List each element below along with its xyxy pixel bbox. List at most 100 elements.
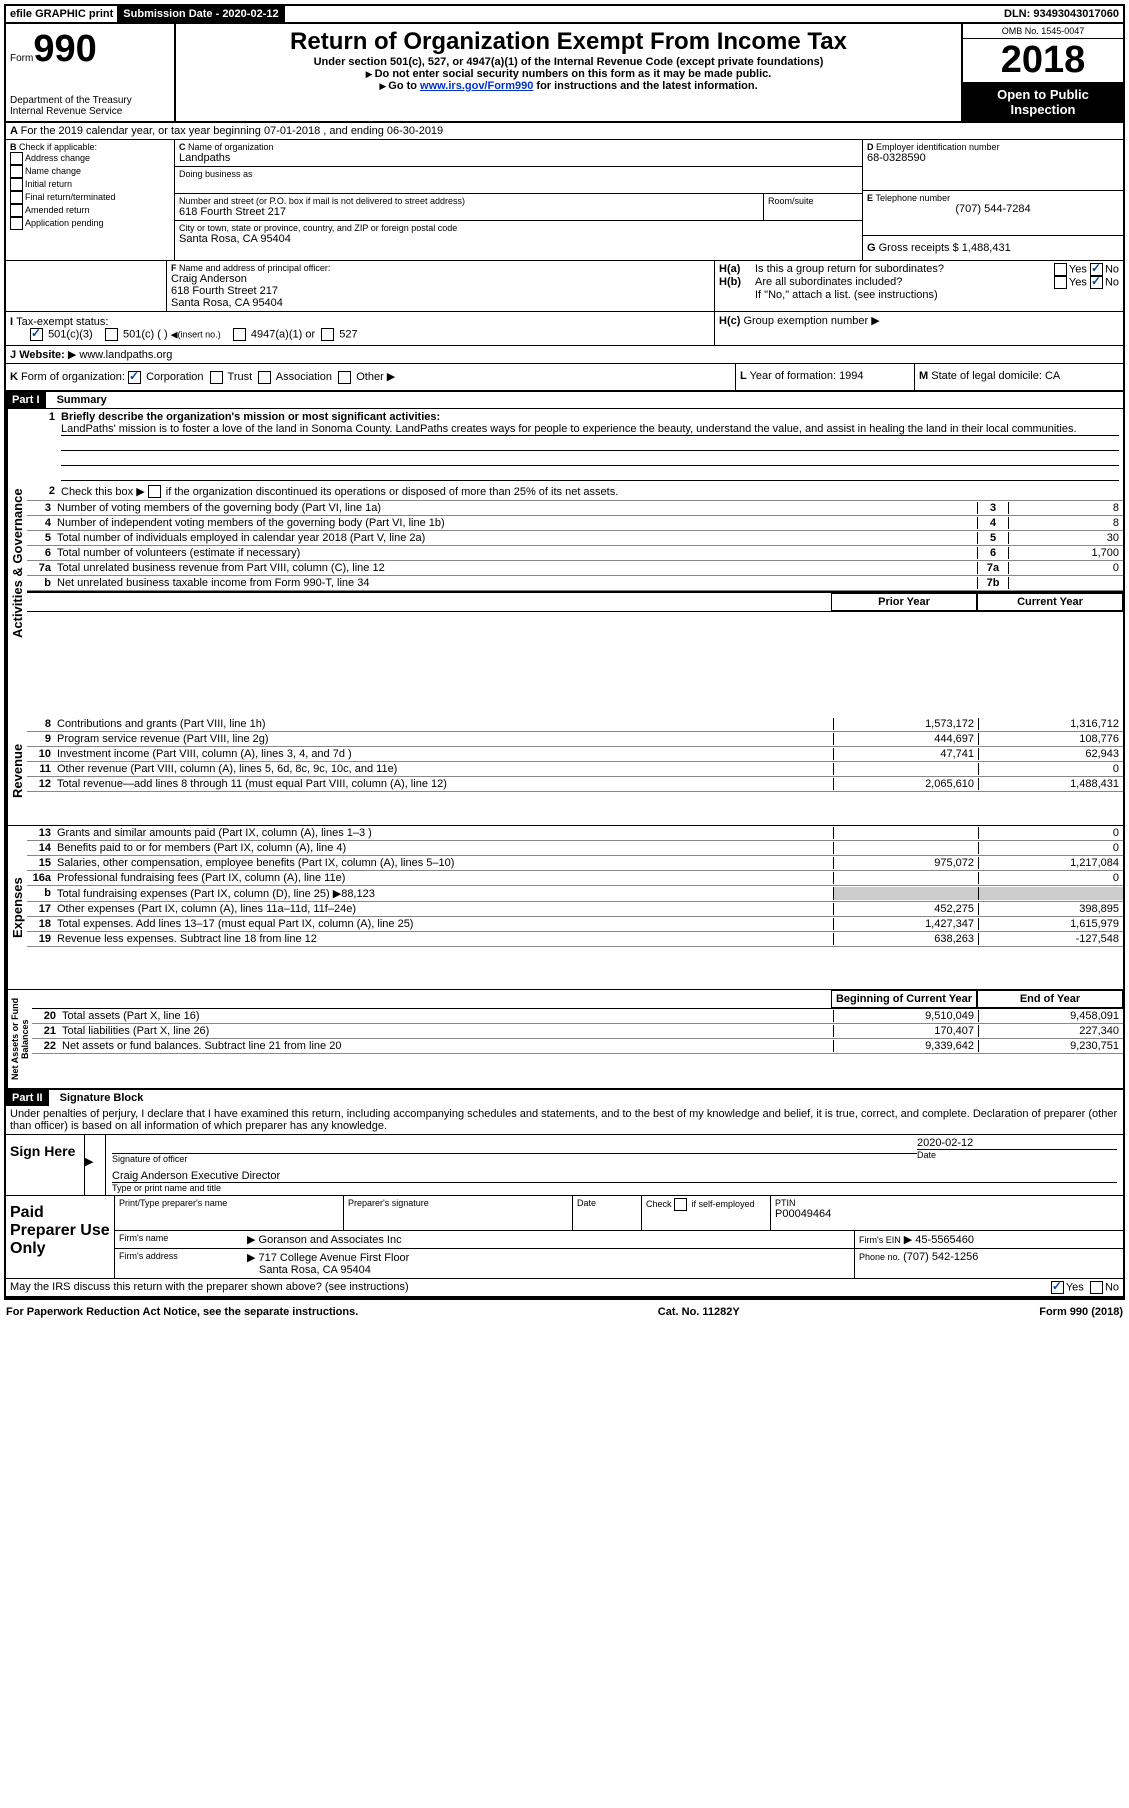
ptin-value: P00049464 <box>775 1208 1119 1220</box>
efile-label: efile GRAPHIC print <box>6 6 119 22</box>
form-subtitle: Under section 501(c), 527, or 4947(a)(1)… <box>180 56 957 68</box>
table-row: 8Contributions and grants (Part VIII, li… <box>27 717 1123 732</box>
print-name-label: Print/Type preparer's name <box>119 1198 339 1208</box>
org-name-label: Name of organization <box>188 142 274 152</box>
table-row: 14Benefits paid to or for members (Part … <box>27 841 1123 856</box>
line7b-value <box>1009 577 1123 589</box>
discuss-yes-checkbox[interactable] <box>1051 1281 1064 1294</box>
line3-text: Number of voting members of the governin… <box>57 502 977 514</box>
other-checkbox[interactable] <box>338 371 351 384</box>
phone-value: (707) 544-7284 <box>867 203 1119 215</box>
ha-label: Is this a group return for subordinates? <box>755 263 1054 276</box>
city-label: City or town, state or province, country… <box>179 223 858 233</box>
year-formation: 1994 <box>839 370 863 382</box>
state-domicile: CA <box>1045 370 1060 382</box>
part1-title: Summary <box>49 394 107 406</box>
gross-receipts-value: 1,488,431 <box>962 242 1011 254</box>
ptin-label: PTIN <box>775 1198 1119 1208</box>
instructions-link[interactable]: www.irs.gov/Form990 <box>420 80 533 92</box>
street-label: Number and street (or P.O. box if mail i… <box>179 196 759 206</box>
prep-phone: (707) 542-1256 <box>903 1251 978 1263</box>
line4-text: Number of independent voting members of … <box>57 517 977 529</box>
firm-addr-label: Firm's address <box>115 1249 243 1278</box>
table-row: 15Salaries, other compensation, employee… <box>27 856 1123 871</box>
line5-value: 30 <box>1009 532 1123 544</box>
501c-checkbox[interactable] <box>105 328 118 341</box>
beg-year-header: Beginning of Current Year <box>831 990 977 1008</box>
revenue-section: 8Contributions and grants (Part VIII, li… <box>27 717 1123 825</box>
firm-name: Goranson and Associates Inc <box>259 1234 402 1246</box>
hb-no-checkbox[interactable] <box>1090 276 1103 289</box>
website-label: Website: <box>19 349 65 361</box>
dept-label: Department of the Treasury <box>10 95 170 106</box>
table-row: bTotal fundraising expenses (Part IX, co… <box>27 886 1123 902</box>
firm-addr1: 717 College Avenue First Floor <box>259 1252 410 1264</box>
form-org-label: Form of organization: <box>21 371 125 383</box>
paid-preparer-label: Paid Preparer Use Only <box>6 1196 115 1278</box>
ein-value: 68-0328590 <box>867 152 1119 164</box>
block-b: B Check if applicable: Address change Na… <box>6 140 175 260</box>
netassets-section: 20Total assets (Part X, line 16)9,510,04… <box>32 1009 1123 1054</box>
527-checkbox[interactable] <box>321 328 334 341</box>
mission-text: LandPaths' mission is to foster a love o… <box>61 423 1119 436</box>
ha-yes-checkbox[interactable] <box>1054 263 1067 276</box>
form-header: Form990 Department of the Treasury Inter… <box>6 24 1123 123</box>
current-year-header: Current Year <box>977 593 1123 611</box>
table-row: 9Program service revenue (Part VIII, lin… <box>27 732 1123 747</box>
officer-city: Santa Rosa, CA 95404 <box>171 297 710 309</box>
netassets-label: Net Assets or Fund Balances <box>6 990 32 1088</box>
type-name-label: Type or print name and title <box>112 1183 1117 1193</box>
hb-yes-checkbox[interactable] <box>1054 276 1067 289</box>
corp-checkbox[interactable] <box>128 371 141 384</box>
cat-no: Cat. No. 11282Y <box>658 1306 740 1318</box>
discuss-no-checkbox[interactable] <box>1090 1281 1103 1294</box>
org-street: 618 Fourth Street 217 <box>179 206 759 218</box>
501c3-checkbox[interactable] <box>30 328 43 341</box>
self-employed-checkbox[interactable] <box>674 1198 687 1211</box>
application-pending-checkbox[interactable] <box>10 217 23 230</box>
final-return-checkbox[interactable] <box>10 191 23 204</box>
line4-value: 8 <box>1009 517 1123 529</box>
part2-header: Part II <box>6 1090 49 1106</box>
discuss-text: May the IRS discuss this return with the… <box>10 1281 1051 1294</box>
tax-period: A For the 2019 calendar year, or tax yea… <box>6 123 1123 140</box>
org-name: Landpaths <box>179 152 858 164</box>
name-change-checkbox[interactable] <box>10 165 23 178</box>
address-change-checkbox[interactable] <box>10 152 23 165</box>
year-formation-label: Year of formation: <box>750 370 836 382</box>
4947a1-checkbox[interactable] <box>233 328 246 341</box>
line2-checkbox[interactable] <box>148 485 161 498</box>
tax-year: 2018 <box>963 39 1123 83</box>
table-row: 20Total assets (Part X, line 16)9,510,04… <box>32 1009 1123 1024</box>
prep-phone-label: Phone no. <box>859 1252 900 1262</box>
ein-label: Employer identification number <box>876 142 1000 152</box>
officer-label: Name and address of principal officer: <box>179 263 330 273</box>
line1-label: Briefly describe the organization's miss… <box>61 411 440 423</box>
form-label: Form <box>10 53 33 64</box>
form-title: Return of Organization Exempt From Incom… <box>180 28 957 56</box>
paperwork-notice: For Paperwork Reduction Act Notice, see … <box>6 1306 358 1318</box>
activities-governance-label: Activities & Governance <box>6 409 27 717</box>
officer-street: 618 Fourth Street 217 <box>171 285 710 297</box>
submission-date-button[interactable]: Submission Date - 2020-02-12 <box>119 6 284 22</box>
page-footer: For Paperwork Reduction Act Notice, see … <box>0 1304 1129 1320</box>
hb-label: Are all subordinates included? <box>755 276 1054 289</box>
table-row: 13Grants and similar amounts paid (Part … <box>27 826 1123 841</box>
website-url[interactable]: www.landpaths.org <box>79 349 172 361</box>
gross-receipts-label: Gross receipts $ <box>879 242 959 254</box>
table-row: 12Total revenue—add lines 8 through 11 (… <box>27 777 1123 792</box>
officer-name: Craig Anderson <box>171 273 710 285</box>
table-row: 21Total liabilities (Part X, line 26)170… <box>32 1024 1123 1039</box>
expenses-label: Expenses <box>6 826 27 989</box>
amended-return-checkbox[interactable] <box>10 204 23 217</box>
firm-ein: 45-5565460 <box>915 1234 974 1246</box>
table-row: 16aProfessional fundraising fees (Part I… <box>27 871 1123 886</box>
assoc-checkbox[interactable] <box>258 371 271 384</box>
omb-number: OMB No. 1545-0047 <box>963 24 1123 39</box>
prep-date-label: Date <box>573 1196 642 1230</box>
part2-title: Signature Block <box>52 1092 144 1104</box>
trust-checkbox[interactable] <box>210 371 223 384</box>
room-suite-label: Room/suite <box>764 194 862 220</box>
form-number: 990 <box>33 28 96 70</box>
initial-return-checkbox[interactable] <box>10 178 23 191</box>
